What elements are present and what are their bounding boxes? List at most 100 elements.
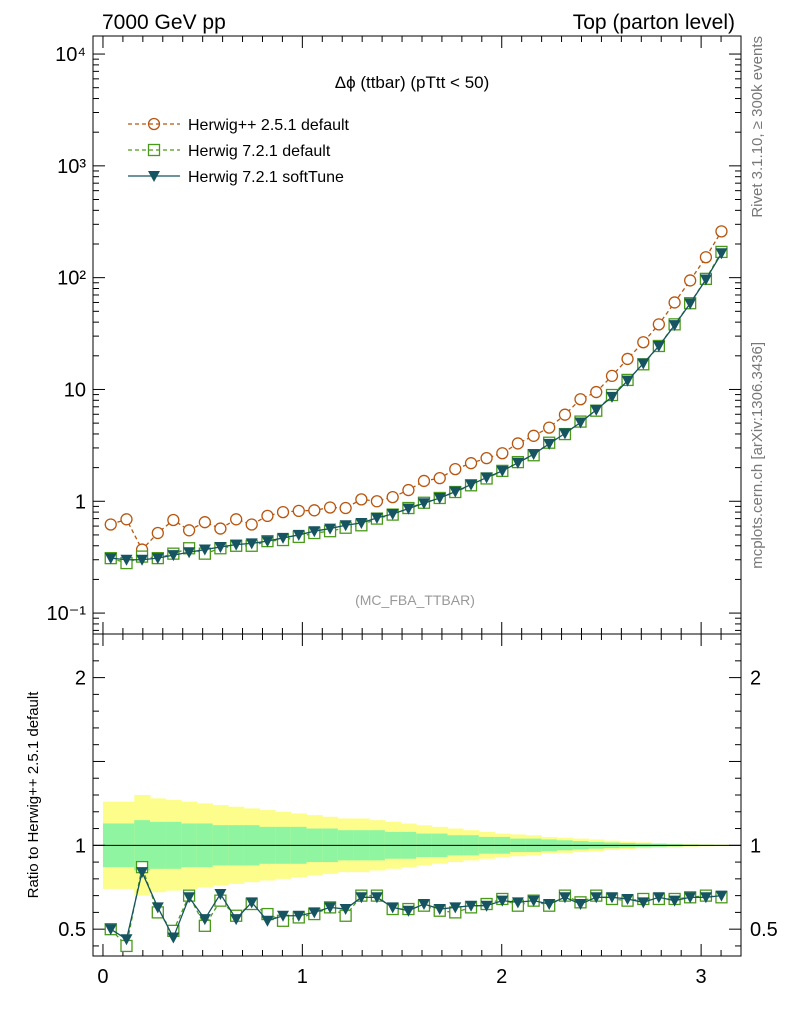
point-softtune bbox=[574, 899, 587, 911]
point-softtune bbox=[370, 512, 383, 524]
point-softtune bbox=[527, 895, 540, 907]
point-softtune bbox=[198, 544, 211, 556]
point-softtune bbox=[230, 914, 243, 926]
point-softtune bbox=[637, 358, 650, 370]
point-softtune bbox=[136, 554, 149, 566]
legend-entry-softtune: Herwig 7.2.1 softTune bbox=[128, 169, 344, 186]
point-herwigpp bbox=[308, 504, 321, 517]
point-softtune bbox=[214, 541, 227, 553]
point-herwigpp bbox=[511, 437, 525, 450]
point-softtune bbox=[558, 428, 571, 440]
point-softtune bbox=[590, 404, 603, 416]
mcplots-label: mcplots.cern.ch [arXiv:1306.3436] bbox=[749, 342, 766, 569]
point-softtune bbox=[214, 888, 227, 900]
point-softtune bbox=[104, 924, 117, 936]
point-softtune bbox=[292, 529, 305, 541]
point-herwigpp bbox=[245, 518, 258, 531]
point-herwigpp bbox=[558, 408, 572, 421]
point-softtune bbox=[449, 902, 462, 914]
point-herwigpp bbox=[292, 504, 305, 518]
legend-entry-herwig721: Herwig 7.2.1 default bbox=[128, 143, 331, 160]
point-softtune bbox=[261, 915, 274, 927]
point-softtune bbox=[465, 479, 478, 491]
x-tick-label: 1 bbox=[297, 966, 308, 988]
point-softtune bbox=[151, 553, 164, 565]
legend-marker-triangle bbox=[148, 171, 160, 182]
rivet-label: Rivet 3.1.10, ≥ 300k events bbox=[749, 36, 766, 218]
y-tick-label: 10⁻¹ bbox=[47, 603, 87, 625]
point-softtune bbox=[621, 893, 634, 905]
point-softtune bbox=[136, 867, 149, 879]
point-softtune bbox=[402, 905, 415, 917]
point-herwigpp bbox=[214, 522, 227, 535]
point-herwigpp bbox=[261, 509, 274, 523]
point-herwigpp bbox=[104, 518, 117, 531]
point-softtune bbox=[496, 895, 509, 907]
point-softtune bbox=[261, 536, 274, 548]
point-softtune bbox=[151, 902, 164, 914]
point-softtune bbox=[277, 910, 290, 922]
point-softtune bbox=[120, 554, 133, 566]
ratio-y-tick-label-right: 1 bbox=[750, 835, 761, 857]
point-herwigpp bbox=[151, 526, 164, 540]
point-softtune bbox=[230, 539, 243, 551]
point-softtune bbox=[527, 449, 540, 461]
point-softtune bbox=[324, 902, 337, 914]
point-softtune bbox=[339, 520, 352, 532]
point-herwigpp bbox=[433, 471, 446, 485]
point-softtune bbox=[511, 897, 524, 909]
axes: 0 1 2 3 10⁻¹ 1 10 10² 10³ 10⁴ 0.5 0.5 1 1 2 2 bbox=[47, 36, 778, 988]
point-softtune bbox=[183, 547, 196, 559]
point-softtune bbox=[652, 892, 665, 904]
legend: Herwig++ 2.5.1 default Herwig 7.2.1 defa… bbox=[128, 117, 350, 186]
y-tick-label: 1 bbox=[75, 491, 86, 513]
point-softtune bbox=[433, 492, 446, 504]
point-softtune bbox=[590, 892, 603, 904]
point-softtune bbox=[668, 320, 681, 332]
point-softtune bbox=[433, 904, 446, 916]
point-softtune bbox=[339, 904, 352, 916]
main-title: Δϕ (ttbar) (pTtt < 50) bbox=[335, 73, 490, 92]
main-series bbox=[104, 225, 728, 570]
point-herwigpp bbox=[590, 385, 603, 399]
point-softtune bbox=[465, 900, 478, 912]
point-softtune bbox=[104, 553, 117, 565]
point-softtune bbox=[715, 890, 728, 902]
point-softtune bbox=[292, 910, 305, 922]
y-tick-label: 10⁴ bbox=[55, 44, 86, 66]
point-herwigpp bbox=[464, 457, 478, 470]
watermark: (MC_FBA_TTBAR) bbox=[355, 592, 475, 608]
series-line bbox=[110, 252, 723, 561]
point-softtune bbox=[324, 523, 337, 535]
point-softtune bbox=[605, 892, 618, 904]
point-softtune bbox=[167, 550, 180, 562]
point-softtune bbox=[355, 892, 368, 904]
point-softtune bbox=[417, 498, 430, 510]
point-softtune bbox=[386, 508, 399, 520]
x-tick-label: 2 bbox=[496, 966, 507, 988]
ratio-y-tick-label-right: 0.5 bbox=[750, 919, 778, 941]
x-tick-label: 3 bbox=[696, 966, 707, 988]
point-herwigpp bbox=[621, 352, 634, 366]
point-softtune bbox=[120, 934, 133, 946]
y-tick-label: 10³ bbox=[57, 156, 86, 178]
ratio-y-tick-label: 1 bbox=[75, 835, 86, 857]
point-herwigpp bbox=[276, 505, 290, 519]
point-softtune bbox=[715, 248, 728, 260]
legend-label-softtune: Herwig 7.2.1 softTune bbox=[188, 169, 344, 186]
point-herwigpp bbox=[699, 251, 713, 264]
point-herwigpp bbox=[605, 369, 619, 383]
point-herwigpp bbox=[527, 429, 540, 442]
legend-label-herwig721: Herwig 7.2.1 default bbox=[188, 143, 331, 160]
point-softtune bbox=[386, 902, 399, 914]
point-softtune bbox=[605, 391, 618, 403]
point-softtune bbox=[308, 526, 321, 538]
series-line bbox=[110, 231, 723, 551]
point-softtune bbox=[480, 900, 493, 912]
point-softtune bbox=[370, 892, 383, 904]
point-softtune bbox=[198, 914, 211, 926]
point-herwigpp bbox=[668, 296, 681, 309]
point-softtune bbox=[245, 538, 258, 550]
point-herwigpp bbox=[386, 490, 399, 504]
